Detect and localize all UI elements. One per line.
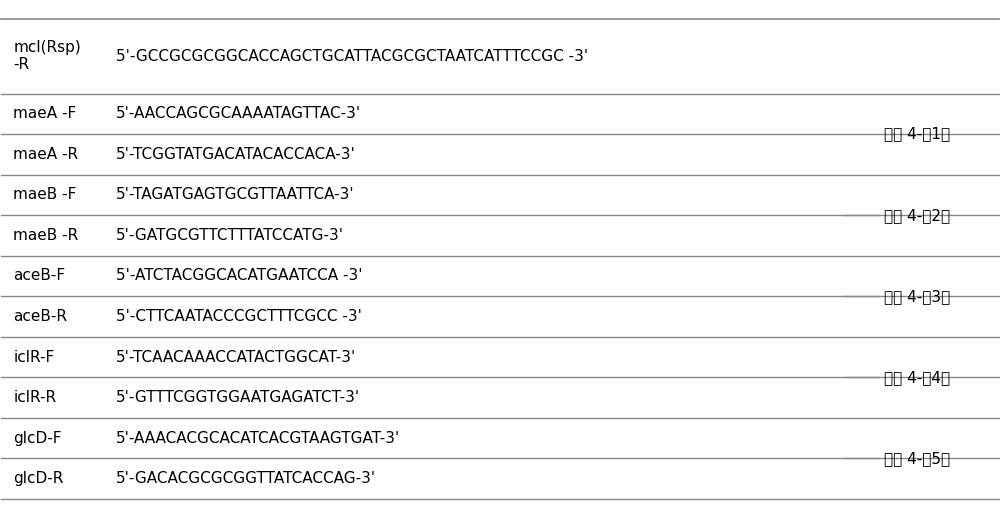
Text: iclR-F: iclR-F	[13, 349, 55, 365]
Text: glcD-F: glcD-F	[13, 430, 62, 446]
Text: 步骤 4-（4）: 步骤 4-（4）	[884, 370, 950, 385]
Text: aceB-F: aceB-F	[13, 268, 65, 284]
Text: maeB -F: maeB -F	[13, 187, 77, 203]
Text: 5'-GTTTCGGTGGAATGAGATCT-3': 5'-GTTTCGGTGGAATGAGATCT-3'	[116, 390, 360, 405]
Text: iclR-R: iclR-R	[13, 390, 56, 405]
Text: maeB -R: maeB -R	[13, 228, 79, 243]
Text: glcD-R: glcD-R	[13, 471, 64, 486]
Text: 5'-GCCGCGCGGCACCAGCTGCATTACGCGCTAATCATTTCCGC -3': 5'-GCCGCGCGGCACCAGCTGCATTACGCGCTAATCATTT…	[116, 49, 588, 64]
Text: 5'-TAGATGAGTGCGTTAATTCA-3': 5'-TAGATGAGTGCGTTAATTCA-3'	[116, 187, 355, 203]
Text: 5'-CTTCAATACCCGCTTTCGCC -3': 5'-CTTCAATACCCGCTTTCGCC -3'	[116, 309, 362, 324]
Text: 5'-TCGGTATGACATACACCACA-3': 5'-TCGGTATGACATACACCACA-3'	[116, 147, 356, 162]
Text: 5'-ATCTACGGCACATGAATCCA -3': 5'-ATCTACGGCACATGAATCCA -3'	[116, 268, 363, 284]
Text: 5'-GACACGCGCGGTTATCACCAG-3': 5'-GACACGCGCGGTTATCACCAG-3'	[116, 471, 376, 486]
Text: 5'-AAACACGCACATCACGTAAGTGAT-3': 5'-AAACACGCACATCACGTAAGTGAT-3'	[116, 430, 400, 446]
Text: 步骤 4-（2）: 步骤 4-（2）	[884, 208, 950, 223]
Text: mcl(Rsp): mcl(Rsp)	[13, 41, 81, 55]
Text: 步骤 4-（1）: 步骤 4-（1）	[884, 127, 950, 142]
Text: aceB-R: aceB-R	[13, 309, 67, 324]
Text: maeA -R: maeA -R	[13, 147, 78, 162]
Text: 步骤 4-（3）: 步骤 4-（3）	[884, 289, 950, 304]
Text: maeA -F: maeA -F	[13, 106, 77, 122]
Text: -R: -R	[13, 57, 29, 72]
Text: 步骤 4-（5）: 步骤 4-（5）	[884, 451, 950, 466]
Text: 5'-GATGCGTTCTTTATCCATG-3': 5'-GATGCGTTCTTTATCCATG-3'	[116, 228, 344, 243]
Text: 5'-TCAACAAACCATACTGGCAT-3': 5'-TCAACAAACCATACTGGCAT-3'	[116, 349, 356, 365]
Text: 5'-AACCAGCGCAAAATAGTTAC-3': 5'-AACCAGCGCAAAATAGTTAC-3'	[116, 106, 361, 122]
